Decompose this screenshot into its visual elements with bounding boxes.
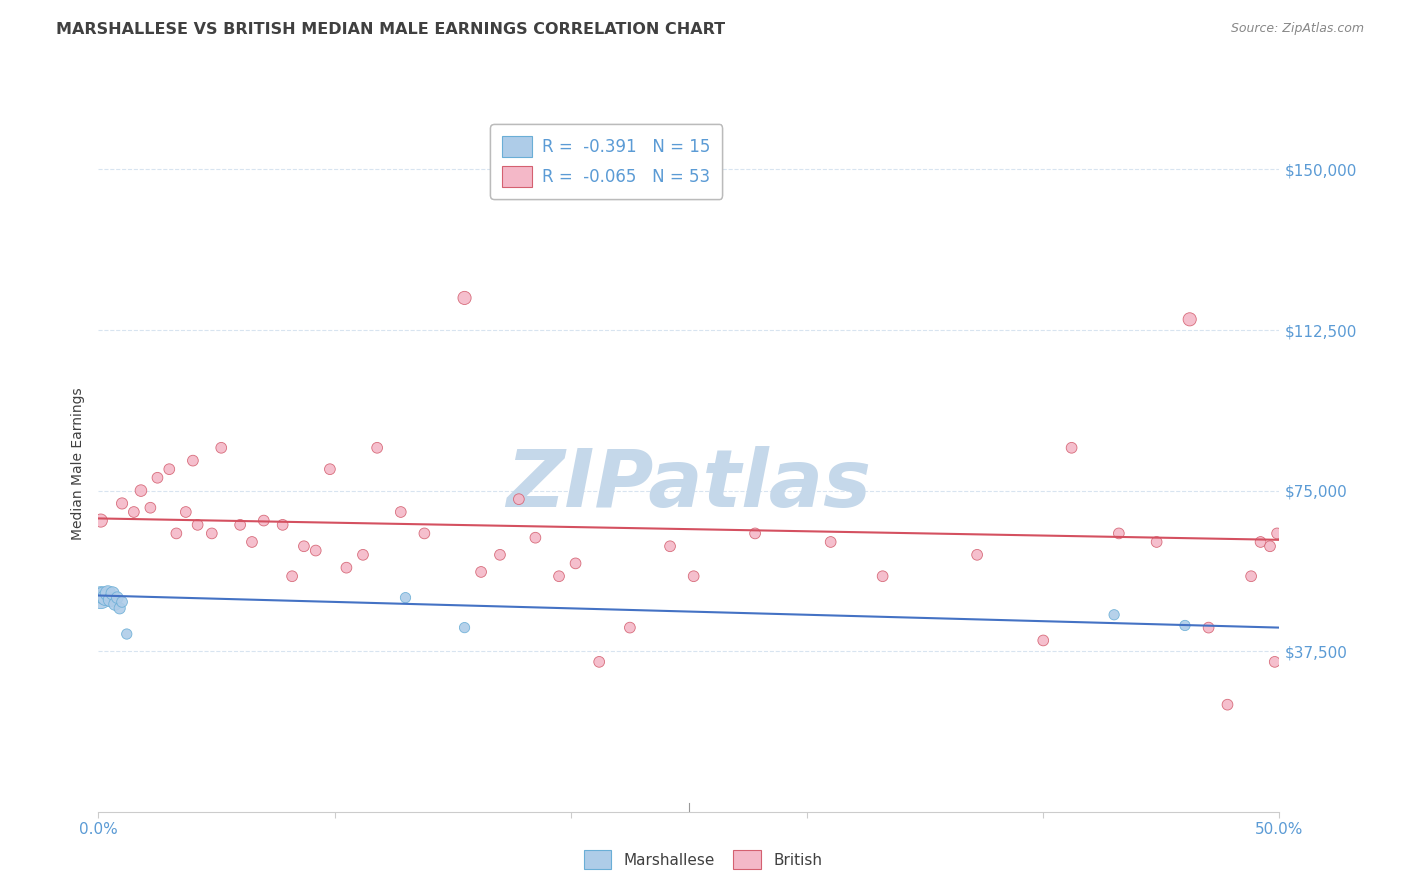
Point <box>94 591 117 605</box>
Point <box>229 517 252 532</box>
Point <box>564 557 586 571</box>
Point <box>181 453 204 467</box>
Point <box>1178 312 1201 326</box>
Point <box>90 591 112 605</box>
Point <box>744 526 766 541</box>
Point <box>146 471 169 485</box>
Point <box>1032 633 1054 648</box>
Text: MARSHALLESE VS BRITISH MEDIAN MALE EARNINGS CORRELATION CHART: MARSHALLESE VS BRITISH MEDIAN MALE EARNI… <box>56 22 725 37</box>
Point <box>174 505 197 519</box>
Point <box>240 535 263 549</box>
Point <box>139 500 162 515</box>
Y-axis label: Median Male Earnings: Median Male Earnings <box>72 387 86 541</box>
Point <box>104 597 127 611</box>
Point <box>453 291 475 305</box>
Point <box>319 462 342 476</box>
Point <box>659 539 682 553</box>
Point <box>352 548 374 562</box>
Point <box>508 492 530 507</box>
Point <box>101 586 124 600</box>
Legend: Marshallese, British: Marshallese, British <box>578 844 828 875</box>
Point <box>122 505 145 519</box>
Point <box>524 531 547 545</box>
Point <box>966 548 988 562</box>
Point <box>209 441 232 455</box>
Point <box>1250 535 1272 549</box>
Point <box>1265 526 1288 541</box>
Text: ZIPatlas: ZIPatlas <box>506 446 872 524</box>
Legend: R =  -0.391   N = 15, R =  -0.065   N = 53: R = -0.391 N = 15, R = -0.065 N = 53 <box>491 124 723 199</box>
Point <box>1146 535 1168 549</box>
Point <box>588 655 610 669</box>
Point <box>1108 526 1130 541</box>
Point <box>366 441 388 455</box>
Point <box>271 517 294 532</box>
Point <box>820 535 842 549</box>
Point <box>453 621 475 635</box>
Point <box>1264 655 1286 669</box>
Point <box>111 496 134 510</box>
Point <box>394 591 416 605</box>
Point <box>1060 441 1083 455</box>
Point <box>105 591 128 605</box>
Point <box>187 517 209 532</box>
Point <box>413 526 436 541</box>
Point <box>1258 539 1281 553</box>
Point <box>111 595 134 609</box>
Point <box>97 586 120 600</box>
Point <box>98 592 121 607</box>
Point <box>292 539 315 553</box>
Point <box>91 589 114 603</box>
Point <box>682 569 704 583</box>
Point <box>253 514 276 528</box>
Point <box>489 548 512 562</box>
Point <box>872 569 894 583</box>
Point <box>108 601 131 615</box>
Point <box>335 560 357 574</box>
Point <box>129 483 152 498</box>
Text: Source: ZipAtlas.com: Source: ZipAtlas.com <box>1230 22 1364 36</box>
Point <box>1240 569 1263 583</box>
Point <box>1174 618 1197 632</box>
Point <box>281 569 304 583</box>
Point <box>389 505 412 519</box>
Point <box>115 627 138 641</box>
Point <box>165 526 187 541</box>
Point <box>1198 621 1220 635</box>
Point <box>305 543 328 558</box>
Point <box>1102 607 1125 622</box>
Point <box>90 514 112 528</box>
Point <box>157 462 180 476</box>
Point <box>548 569 571 583</box>
Point <box>1216 698 1239 712</box>
Point <box>201 526 224 541</box>
Point <box>470 565 492 579</box>
Point <box>619 621 641 635</box>
